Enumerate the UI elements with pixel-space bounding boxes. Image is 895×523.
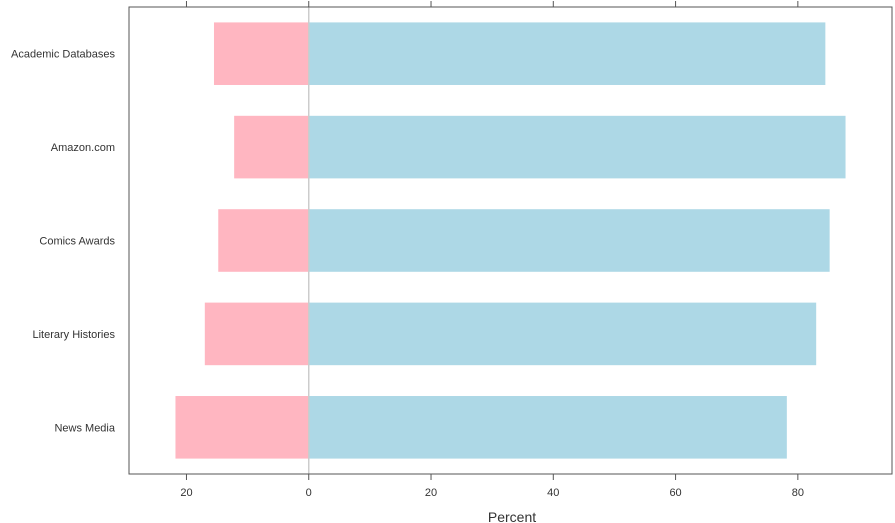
x-tick-label: 20 (180, 487, 192, 499)
x-tick-label: 0 (306, 487, 312, 499)
bar-comics-awards-positive (308, 209, 830, 272)
bar-literary-histories-positive (308, 302, 817, 366)
category-label-academic-databases: Academic Databases (11, 49, 115, 61)
bar-comics-awards-negative (218, 209, 309, 272)
category-label-literary-histories: Literary Histories (32, 329, 115, 341)
bar-amazon-com-positive (308, 115, 846, 179)
ticks-layer: 20 0 20 40 60 80 (180, 1, 804, 499)
category-label-amazon-com: Amazon.com (51, 142, 115, 154)
bar-amazon-com-negative (234, 115, 309, 179)
category-labels-layer: Academic Databases Amazon.com Comics Award… (11, 49, 116, 435)
x-tick-label: 60 (669, 487, 681, 499)
bar-literary-histories-negative (204, 302, 309, 366)
x-tick-label: 80 (792, 487, 804, 499)
bar-academic-databases-negative (213, 22, 309, 85)
x-tick-label: 20 (425, 487, 437, 499)
bar-news-media-positive (308, 396, 787, 459)
bar-academic-databases-positive (308, 22, 826, 85)
x-tick-label: 40 (547, 487, 559, 499)
plot-frame-layer (128, 6, 893, 475)
plot-frame (128, 6, 893, 475)
category-label-news-media: News Media (54, 422, 115, 434)
bars-layer (175, 22, 846, 459)
x-axis-title: Percent (488, 509, 536, 523)
bar-news-media-negative (175, 396, 309, 459)
category-label-comics-awards: Comics Awards (39, 236, 115, 248)
